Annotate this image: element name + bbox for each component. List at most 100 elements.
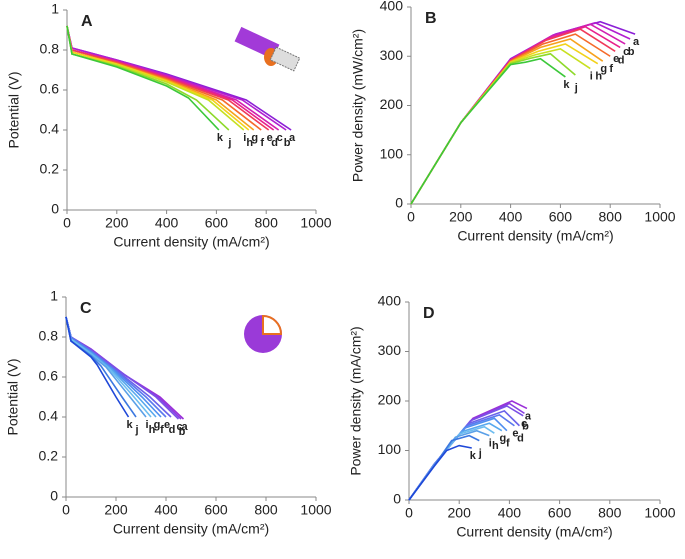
series-label: g [251, 132, 258, 144]
panel-label: C [80, 300, 92, 317]
x-tick-label: 400 [499, 209, 523, 225]
x-tick-label: 0 [407, 209, 415, 225]
series-label: d [517, 433, 524, 445]
x-tick-label: 600 [204, 502, 228, 518]
inset-sphere [244, 314, 283, 353]
series-label: g [600, 63, 607, 75]
series-line [408, 434, 480, 501]
x-tick-label: 0 [63, 215, 71, 231]
panel-label: B [425, 10, 437, 27]
x-tick-label: 800 [599, 209, 623, 225]
series-label: b [628, 46, 635, 58]
y-tick-label: 300 [380, 47, 404, 63]
y-tick-label: 0 [395, 195, 403, 211]
series-line [410, 21, 631, 205]
series-label: i [145, 419, 148, 431]
y-tick-label: 0.8 [40, 41, 60, 57]
series-label: b [284, 137, 291, 149]
x-tick-label: 0 [62, 502, 70, 518]
panel-label: A [81, 13, 93, 30]
y-tick-label: 0.2 [40, 161, 60, 177]
series-line [66, 25, 250, 131]
y-tick-label: 200 [380, 96, 404, 112]
x-tick-label: 600 [205, 215, 229, 231]
x-axis-title: Current density (mA/cm²) [113, 521, 269, 537]
inset-cylinder [234, 26, 301, 72]
y-tick-label: 400 [380, 0, 404, 14]
x-axis-title: Current density (mA/cm²) [456, 524, 612, 540]
x-tick-label: 0 [405, 505, 413, 521]
y-tick-label: 1 [51, 1, 59, 17]
series-label: f [506, 438, 510, 450]
series-line [65, 316, 130, 418]
x-tick-label: 400 [154, 502, 178, 518]
y-axis-title: Power density (mA/cm²) [348, 326, 364, 475]
y-tick-label: 0.8 [39, 328, 59, 344]
series-line [410, 25, 621, 205]
series-line [65, 316, 180, 420]
series-line [66, 25, 262, 131]
series-label: g [500, 433, 507, 445]
x-tick-label: 1000 [300, 215, 331, 231]
series-label: i [489, 438, 492, 450]
x-tick-label: 800 [598, 505, 622, 521]
panel: 0 100 200 300 400 0 200 400 600 800 1000 Current de… [348, 293, 676, 540]
series-line [408, 444, 472, 501]
y-tick-label: 0.4 [39, 408, 59, 424]
y-axis-title: Potential (V) [6, 71, 22, 148]
series-line [408, 413, 515, 501]
series-line [408, 402, 525, 501]
series-label: d [618, 54, 625, 66]
x-tick-label: 1000 [644, 505, 675, 521]
series-label: e [512, 428, 518, 440]
y-tick-label: 200 [378, 392, 402, 408]
series-line [410, 52, 576, 205]
x-tick-label: 200 [105, 215, 129, 231]
series-label: c [277, 132, 283, 144]
series-line [66, 25, 245, 131]
x-axis-title: Current density (mA/cm²) [457, 228, 613, 244]
series-label: a [633, 36, 640, 48]
series-label: d [169, 424, 176, 436]
x-tick-label: 800 [254, 502, 278, 518]
x-tick-label: 1000 [300, 502, 331, 518]
y-tick-label: 400 [378, 293, 402, 309]
y-tick-label: 0 [393, 491, 401, 507]
series-line [408, 409, 521, 501]
x-tick-label: 400 [498, 505, 522, 521]
series-label: e [164, 419, 170, 431]
series-label: a [525, 410, 532, 422]
series-label: h [595, 71, 602, 83]
series-line [66, 25, 220, 131]
panel: 0 100 200 300 400 0 200 400 600 800 1000 Current de… [350, 0, 676, 244]
series-label: k [217, 132, 224, 144]
series-label: c [521, 418, 527, 430]
series-label: c [176, 421, 182, 433]
series-line [408, 429, 490, 501]
series-line [65, 316, 152, 418]
series-label: a [289, 132, 296, 144]
series-label: f [609, 63, 613, 75]
y-tick-label: 1 [50, 288, 58, 304]
series-label: i [243, 132, 246, 144]
series-label: j [574, 82, 578, 94]
series-line [65, 316, 167, 418]
x-tick-label: 200 [104, 502, 128, 518]
series-label: j [134, 424, 138, 436]
series-label: j [478, 448, 482, 460]
y-tick-label: 0.6 [40, 81, 60, 97]
series-label: k [126, 419, 133, 431]
series-line [410, 23, 626, 205]
series-label: k [563, 79, 570, 91]
y-tick-label: 0.4 [40, 121, 60, 137]
series-label: k [470, 450, 477, 462]
y-axis-title: Power density (mW/cm²) [350, 29, 366, 182]
y-tick-label: 0.2 [39, 448, 59, 464]
series-label: a [181, 421, 188, 433]
x-tick-label: 400 [155, 215, 179, 231]
panel: 0 0.2 0.4 0.6 0.8 1 0 200 400 600 800 1000 Current d… [5, 288, 332, 537]
series-label: i [590, 70, 593, 82]
x-tick-label: 200 [448, 505, 472, 521]
series-label: j [227, 137, 231, 149]
